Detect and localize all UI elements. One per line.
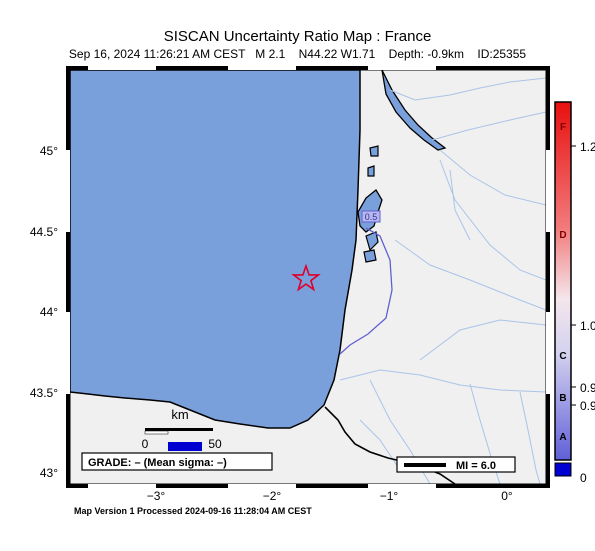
contour-label: 0.5: [365, 212, 378, 222]
lake: [365, 231, 379, 252]
event-info: Sep 16, 2024 11:26:21 AM CEST M 2.1 N44.…: [68, 47, 527, 61]
gironde-estuary: [381, 70, 447, 151]
colorbar-letter: D: [559, 230, 566, 241]
scale-zero: 0: [142, 437, 149, 451]
colorbar-value: 1.0: [580, 319, 595, 333]
mi-label: MI = 6.0: [456, 460, 496, 472]
scale-unit: km: [171, 407, 188, 422]
grade-box: [81, 452, 273, 471]
colorbar-value: 1.2: [580, 140, 595, 154]
lat-label: 44°: [40, 305, 58, 319]
lake: [367, 165, 375, 177]
lon-label: 0°: [501, 489, 513, 503]
lake: [363, 249, 377, 263]
scale-swatch: [168, 442, 202, 451]
grade-text: GRADE: – (Mean sigma: –): [88, 457, 227, 469]
lat-label: 45°: [40, 144, 58, 158]
colorbar-value: 0.9: [580, 381, 595, 395]
colorbar-value: 0: [580, 471, 587, 485]
contour-label-box: [361, 210, 381, 223]
lon-label: −1°: [380, 489, 399, 503]
colorbar: [554, 101, 572, 461]
lon-label: −3°: [147, 489, 166, 503]
lat-label: 44.5°: [30, 225, 58, 239]
mi-line: [404, 463, 446, 467]
lon-label: −2°: [263, 489, 282, 503]
scale-bar: [144, 430, 169, 435]
lake: [369, 145, 379, 157]
lat-label: 43°: [40, 466, 58, 480]
scale-max: 50: [208, 437, 222, 451]
map-title: SISCAN Uncertainty Ratio Map : France: [163, 28, 432, 45]
processed-footer: Map Version 1 Processed 2024-09-16 11:28…: [74, 506, 312, 516]
colorbar-letter: C: [559, 351, 566, 362]
scale-bar: [145, 428, 213, 431]
colorbar-min-swatch: [554, 462, 572, 477]
rivers: [339, 77, 546, 484]
ocean-area: [70, 70, 361, 429]
colorbar-value: 0.9: [580, 399, 595, 413]
colorbar-letter: B: [559, 393, 566, 404]
lat-label: 43.5°: [30, 386, 58, 400]
frame-ticks: [66, 66, 550, 488]
uncertainty-contour: [339, 227, 393, 355]
mi-legend: [396, 456, 516, 473]
epicenter-star: [291, 263, 321, 292]
colorbar-letter: F: [560, 122, 566, 133]
colorbar-letter: A: [559, 432, 566, 443]
